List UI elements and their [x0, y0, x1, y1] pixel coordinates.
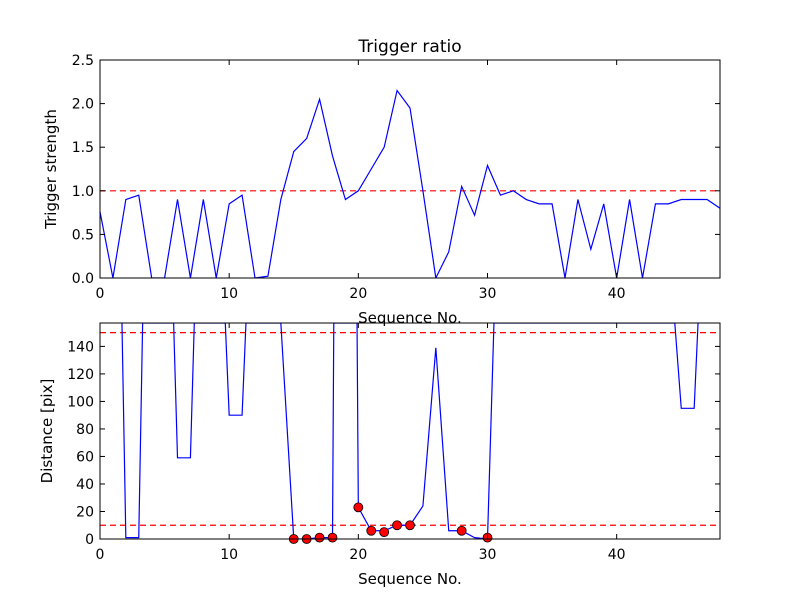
top-x-tick-label: 40: [608, 286, 626, 302]
top-y-tick-label: 1.5: [72, 140, 94, 156]
top-x-tick-label: 30: [479, 286, 497, 302]
bottom-x-tick-label: 10: [220, 547, 238, 563]
bottom-marker-point: [327, 532, 338, 543]
top-series-line-0: [100, 89, 720, 278]
top-x-tick-label: 10: [220, 286, 238, 302]
bottom-marker-point: [392, 520, 402, 531]
top-chart-title: Trigger ratio: [357, 37, 461, 57]
top-y-tick-label: 2.5: [72, 53, 94, 69]
top-y-tick-label: 0.5: [72, 227, 94, 243]
top-y-axis-ticks: 0.0 0.5 1.0 1.5 2.0 2.5: [72, 53, 720, 287]
bottom-x-axis-label: Sequence No.: [358, 570, 462, 588]
bottom-y-tick-label: 100: [67, 394, 94, 410]
top-x-tick-label: 20: [349, 286, 367, 302]
top-x-axis-ticks: 0 10 20 30 40: [96, 60, 626, 302]
top-x-axis-label: Sequence No.: [358, 309, 462, 327]
bottom-x-tick-label: 30: [479, 547, 497, 563]
bottom-marker-point: [314, 532, 325, 543]
top-y-axis-label: Trigger strength: [42, 109, 60, 230]
top-x-tick-label: 0: [96, 286, 105, 302]
top-y-tick-label: 2.0: [72, 97, 94, 113]
bottom-y-tick-label: 140: [67, 339, 94, 355]
top-plot-frame: [99, 59, 721, 279]
bottom-chart: 0 10 20 30 40 0 20 40 60 80 100 120 140 Sequence No…: [38, 322, 721, 588]
bottom-y-tick-label: 40: [76, 477, 94, 493]
bottom-marker-point: [456, 525, 467, 536]
bottom-y-tick-label: 80: [76, 422, 94, 438]
bottom-y-tick-label: 20: [76, 504, 94, 520]
bottom-marker-point: [379, 527, 390, 538]
top-series: [100, 89, 720, 278]
bottom-y-tick-label: 0: [85, 532, 94, 548]
top-y-tick-label: 0.0: [72, 271, 94, 287]
bottom-series-line-0: [121, 323, 699, 539]
bottom-y-tick-label: 120: [67, 367, 94, 383]
bottom-marker-point: [405, 520, 415, 531]
bottom-y-axis-label: Distance [pix]: [38, 379, 56, 484]
bottom-series: [121, 323, 699, 539]
bottom-x-tick-label: 40: [608, 547, 626, 563]
bottom-plot-frame: [99, 322, 721, 540]
bottom-y-axis-ticks: 0 20 40 60 80 100 120 140: [67, 339, 720, 548]
bottom-x-axis-ticks: 0 10 20 30 40: [96, 323, 626, 563]
bottom-marker-point: [353, 502, 364, 513]
bottom-x-tick-label: 20: [349, 547, 367, 563]
bottom-x-tick-label: 0: [96, 547, 105, 563]
bottom-marker-point: [366, 525, 377, 536]
top-y-tick-label: 1.0: [72, 184, 94, 200]
bottom-y-tick-label: 60: [76, 449, 94, 465]
